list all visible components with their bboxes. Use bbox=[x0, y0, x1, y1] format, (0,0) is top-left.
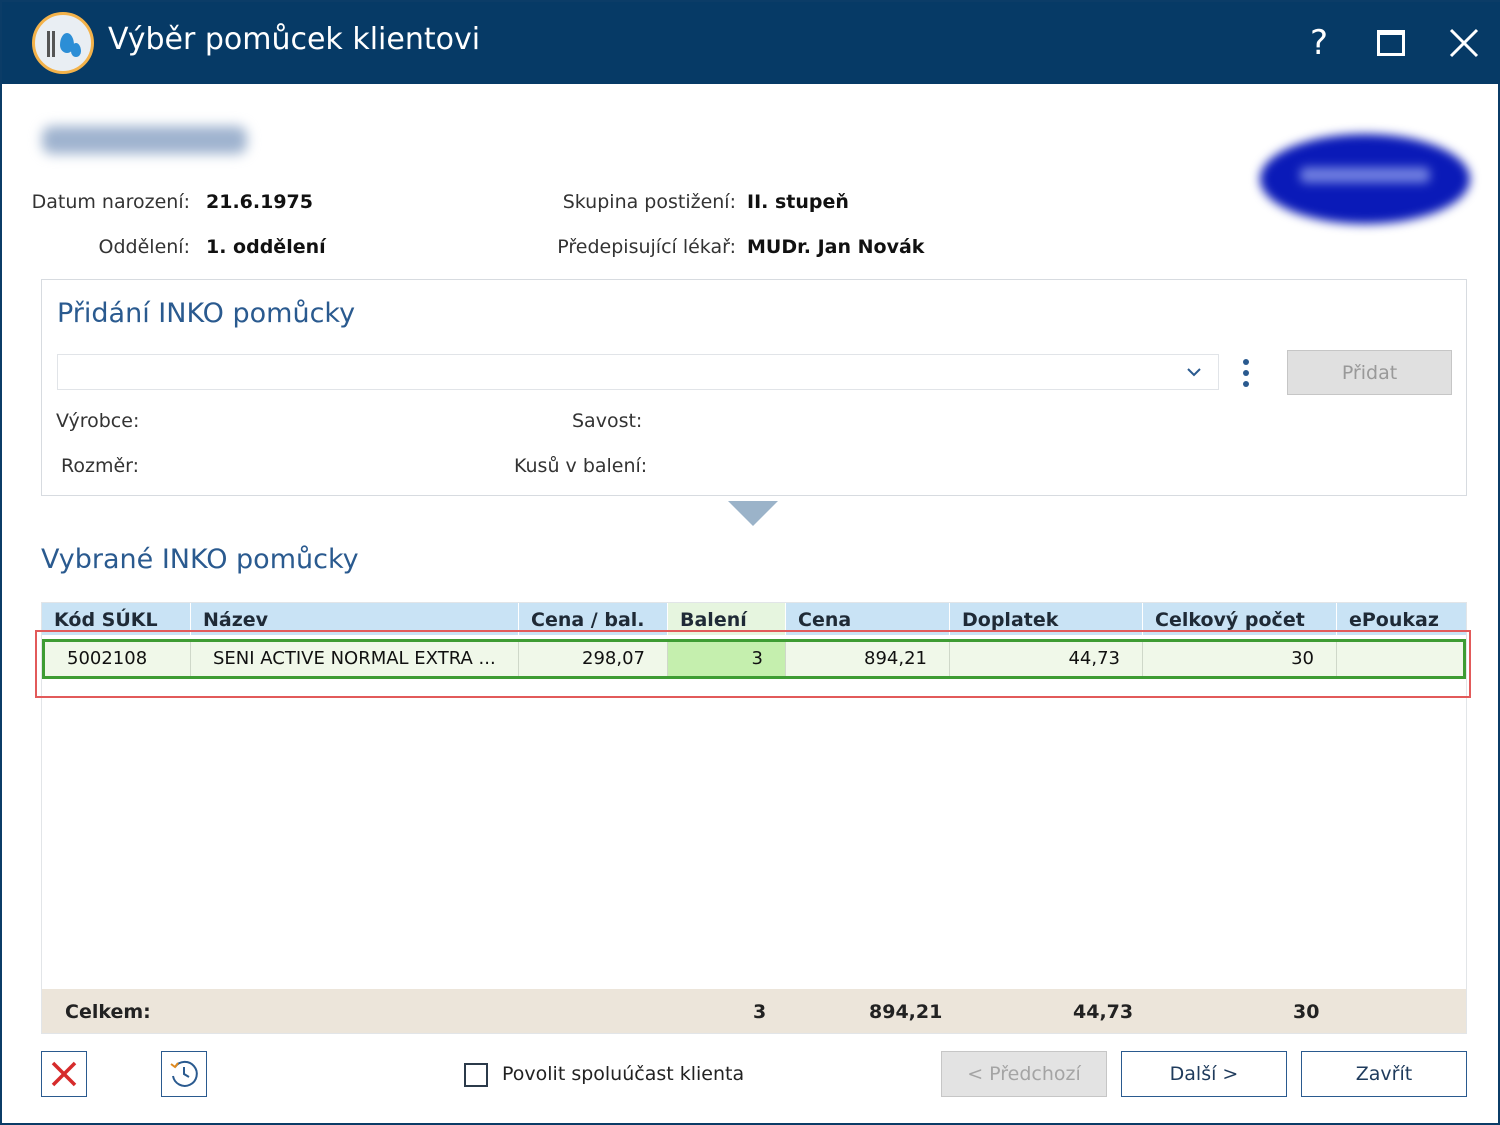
disability-group-value: II. stupeň bbox=[747, 191, 849, 213]
birth-date-value: 21.6.1975 bbox=[206, 191, 313, 213]
down-arrow-indicator bbox=[728, 501, 778, 526]
copayment-checkbox-label[interactable]: Povolit spoluúčast klienta bbox=[502, 1063, 745, 1085]
cell-code: 5002108 bbox=[45, 642, 191, 676]
help-button[interactable]: ? bbox=[1292, 16, 1346, 70]
history-button[interactable] bbox=[161, 1051, 207, 1097]
kebab-menu-icon[interactable] bbox=[1235, 356, 1257, 390]
prescribing-doctor-label: Předepisující lékař: bbox=[557, 236, 736, 258]
selected-aids-grid: Kód SÚKL Název Cena / bal. Balení Cena D… bbox=[41, 602, 1467, 1034]
column-header-copayment[interactable]: Doplatek bbox=[950, 603, 1143, 635]
window-title: Výběr pomůcek klientovi bbox=[108, 22, 481, 57]
maximize-button[interactable] bbox=[1364, 16, 1418, 70]
column-header-evoucher[interactable]: ePoukaz bbox=[1337, 603, 1466, 635]
manufacturer-label: Výrobce: bbox=[56, 410, 140, 432]
patient-name-blurred bbox=[42, 126, 247, 154]
title-bar: Výběr pomůcek klientovi ? bbox=[2, 2, 1500, 84]
total-copayment: 44,73 bbox=[1073, 1001, 1134, 1023]
cell-copayment: 44,73 bbox=[950, 642, 1143, 676]
incontinence-drops-icon bbox=[32, 12, 94, 74]
add-panel-title: Přidání INKO pomůcky bbox=[57, 298, 356, 329]
pieces-in-package-label: Kusů v balení: bbox=[514, 455, 648, 477]
add-aid-panel: Přidání INKO pomůcky Přidat Výrobce: Sav… bbox=[41, 279, 1467, 496]
next-button[interactable]: Další > bbox=[1121, 1051, 1287, 1097]
column-header-name[interactable]: Název bbox=[191, 603, 519, 635]
delete-x-icon bbox=[51, 1061, 77, 1087]
absorbency-label: Savost: bbox=[572, 410, 643, 432]
delete-row-button[interactable] bbox=[41, 1051, 87, 1097]
copayment-checkbox[interactable] bbox=[464, 1063, 488, 1087]
table-row[interactable]: 5002108 SENI ACTIVE NORMAL EXTRA ... 298… bbox=[42, 639, 1466, 679]
close-window-button[interactable] bbox=[1437, 16, 1491, 70]
selection-highlight bbox=[35, 630, 1471, 698]
facility-logo-blurred bbox=[1260, 134, 1470, 224]
size-label: Rozměr: bbox=[61, 455, 140, 477]
total-packages: 3 bbox=[753, 1001, 767, 1023]
add-button[interactable]: Přidat bbox=[1287, 350, 1452, 395]
cell-price: 894,21 bbox=[786, 642, 950, 676]
column-header-total-count[interactable]: Celkový počet bbox=[1143, 603, 1337, 635]
close-button[interactable]: Zavřít bbox=[1301, 1051, 1467, 1097]
close-icon bbox=[1449, 28, 1479, 58]
cell-total-count: 30 bbox=[1143, 642, 1337, 676]
cell-name: SENI ACTIVE NORMAL EXTRA ... bbox=[191, 642, 519, 676]
column-header-packages[interactable]: Balení bbox=[668, 603, 786, 635]
cell-packages[interactable]: 3 bbox=[668, 642, 786, 676]
history-clock-icon bbox=[170, 1060, 198, 1087]
previous-button[interactable]: < Předchozí bbox=[941, 1051, 1107, 1097]
column-header-code[interactable]: Kód SÚKL bbox=[42, 603, 191, 635]
total-count: 30 bbox=[1293, 1001, 1320, 1023]
grid-header: Kód SÚKL Název Cena / bal. Balení Cena D… bbox=[42, 603, 1466, 635]
maximize-icon bbox=[1377, 30, 1405, 56]
chevron-down-icon[interactable] bbox=[1184, 362, 1204, 382]
department-value: 1. oddělení bbox=[206, 236, 326, 258]
total-label: Celkem: bbox=[65, 1001, 151, 1023]
birth-date-label: Datum narození: bbox=[31, 191, 190, 213]
column-header-price[interactable]: Cena bbox=[786, 603, 950, 635]
cell-price-per-package: 298,07 bbox=[519, 642, 668, 676]
selected-aids-title: Vybrané INKO pomůcky bbox=[41, 544, 359, 575]
grid-total-row: Celkem: 3 894,21 44,73 30 bbox=[42, 989, 1466, 1033]
total-price: 894,21 bbox=[869, 1001, 943, 1023]
disability-group-label: Skupina postižení: bbox=[562, 191, 736, 213]
prescribing-doctor-value: MUDr. Jan Novák bbox=[747, 236, 925, 258]
column-header-price-per-package[interactable]: Cena / bal. bbox=[519, 603, 668, 635]
aid-select-combobox[interactable] bbox=[57, 354, 1219, 390]
department-label: Oddělení: bbox=[98, 236, 190, 258]
question-icon: ? bbox=[1309, 23, 1329, 63]
